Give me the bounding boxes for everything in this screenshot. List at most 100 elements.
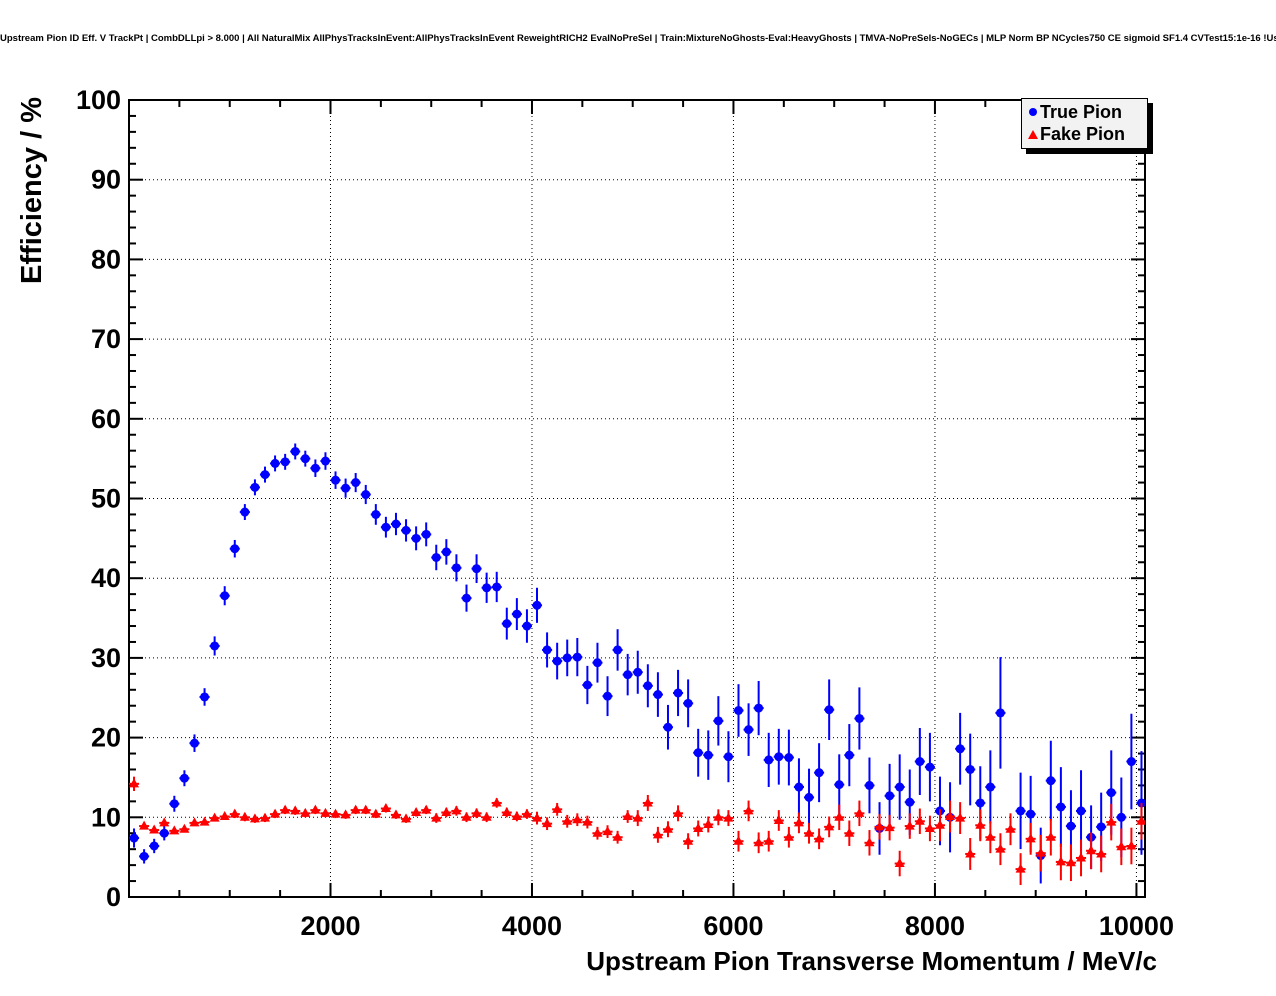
data-point-circle [754, 703, 764, 713]
data-point-triangle [642, 797, 653, 807]
data-point-triangle [934, 819, 945, 829]
data-point-triangle [229, 808, 240, 818]
data-point-triangle [521, 808, 532, 818]
data-point-circle [1026, 809, 1036, 819]
data-point-triangle [532, 812, 543, 822]
data-point-triangle [451, 805, 462, 815]
svg-text:4000: 4000 [502, 911, 562, 941]
data-point-circle [361, 490, 371, 500]
data-point-circle [582, 680, 592, 690]
data-point-circle [603, 691, 613, 701]
data-point-circle [633, 667, 643, 677]
data-point-circle [844, 750, 854, 760]
data-point-triangle [310, 804, 321, 814]
data-point-triangle [965, 848, 976, 858]
data-point-triangle [421, 804, 432, 814]
data-point-triangle [804, 827, 815, 837]
data-point-circle [572, 652, 582, 662]
fake-pion-series [129, 776, 1145, 886]
data-point-triangle [290, 805, 301, 815]
data-point-triangle [693, 822, 704, 832]
data-point-circle [502, 619, 512, 629]
data-point-triangle [763, 835, 774, 845]
data-point-triangle [783, 831, 794, 841]
data-point-triangle [1025, 833, 1036, 843]
svg-text:2000: 2000 [300, 911, 360, 941]
data-point-triangle [1055, 856, 1066, 866]
data-point-circle [230, 544, 240, 554]
data-point-triangle [1076, 852, 1087, 862]
data-point-circle [300, 454, 310, 464]
data-point-circle [320, 456, 330, 466]
svg-text:10: 10 [91, 802, 121, 832]
data-point-circle [1016, 806, 1026, 816]
data-point-circle [703, 750, 713, 760]
fake-pion-marker-icon [1027, 130, 1038, 140]
data-point-circle [280, 457, 290, 467]
data-point-triangle [904, 820, 915, 830]
data-point-triangle [733, 835, 744, 845]
data-point-triangle [209, 812, 220, 822]
data-point-triangle [149, 824, 160, 834]
data-point-triangle [441, 807, 452, 817]
data-point-triangle [975, 819, 986, 829]
data-point-circle [895, 782, 905, 792]
svg-text:6000: 6000 [703, 911, 763, 941]
data-point-circle [179, 773, 189, 783]
data-point-circle [774, 752, 784, 762]
data-point-triangle [1106, 816, 1117, 826]
data-point-circle [149, 841, 159, 851]
data-point-circle [1076, 806, 1086, 816]
data-point-triangle [652, 829, 663, 839]
data-point-circle [965, 764, 975, 774]
data-point-triangle [330, 808, 341, 818]
plot-frame [128, 99, 1146, 898]
data-point-triangle [189, 817, 200, 827]
data-point-triangle [1065, 857, 1076, 867]
data-point-circle [189, 738, 199, 748]
data-point-circle [1126, 757, 1136, 767]
data-point-triangle [1035, 847, 1046, 857]
data-point-triangle [854, 807, 865, 817]
data-point-triangle [199, 816, 210, 826]
data-point-circle [461, 593, 471, 603]
data-point-circle [129, 833, 139, 843]
data-point-triangle [844, 827, 855, 837]
data-point-circle [693, 748, 703, 758]
data-point-triangle [471, 807, 482, 817]
data-point-triangle [683, 835, 694, 845]
data-point-circle [411, 533, 421, 543]
data-point-triangle [673, 807, 684, 817]
data-point-triangle [834, 811, 845, 821]
data-point-triangle [280, 804, 291, 814]
data-point-circle [260, 470, 270, 480]
data-point-triangle [481, 811, 492, 821]
data-point-triangle [824, 821, 835, 831]
data-point-circle [955, 744, 965, 754]
data-point-triangle [562, 815, 573, 825]
data-point-circle [985, 782, 995, 792]
data-point-circle [613, 645, 623, 655]
data-point-triangle [270, 808, 281, 818]
data-point-triangle [431, 812, 442, 822]
data-point-circle [683, 698, 693, 708]
svg-text:20: 20 [91, 723, 121, 753]
data-point-triangle [370, 808, 381, 818]
legend-label-true-pion: True Pion [1040, 101, 1123, 122]
data-point-triangle [501, 807, 512, 817]
data-point-triangle [914, 815, 925, 825]
data-point-triangle [260, 812, 271, 822]
data-point-triangle [1096, 848, 1107, 858]
data-point-triangle [773, 814, 784, 824]
data-point-triangle [461, 811, 472, 821]
data-point-circle [723, 752, 733, 762]
svg-text:8000: 8000 [905, 911, 965, 941]
data-point-circle [341, 483, 351, 493]
data-point-circle [391, 519, 401, 529]
data-point-triangle [874, 821, 885, 831]
data-point-circle [1106, 788, 1116, 798]
data-point-circle [905, 797, 915, 807]
data-point-triangle [159, 817, 170, 827]
data-point-circle [915, 757, 925, 767]
